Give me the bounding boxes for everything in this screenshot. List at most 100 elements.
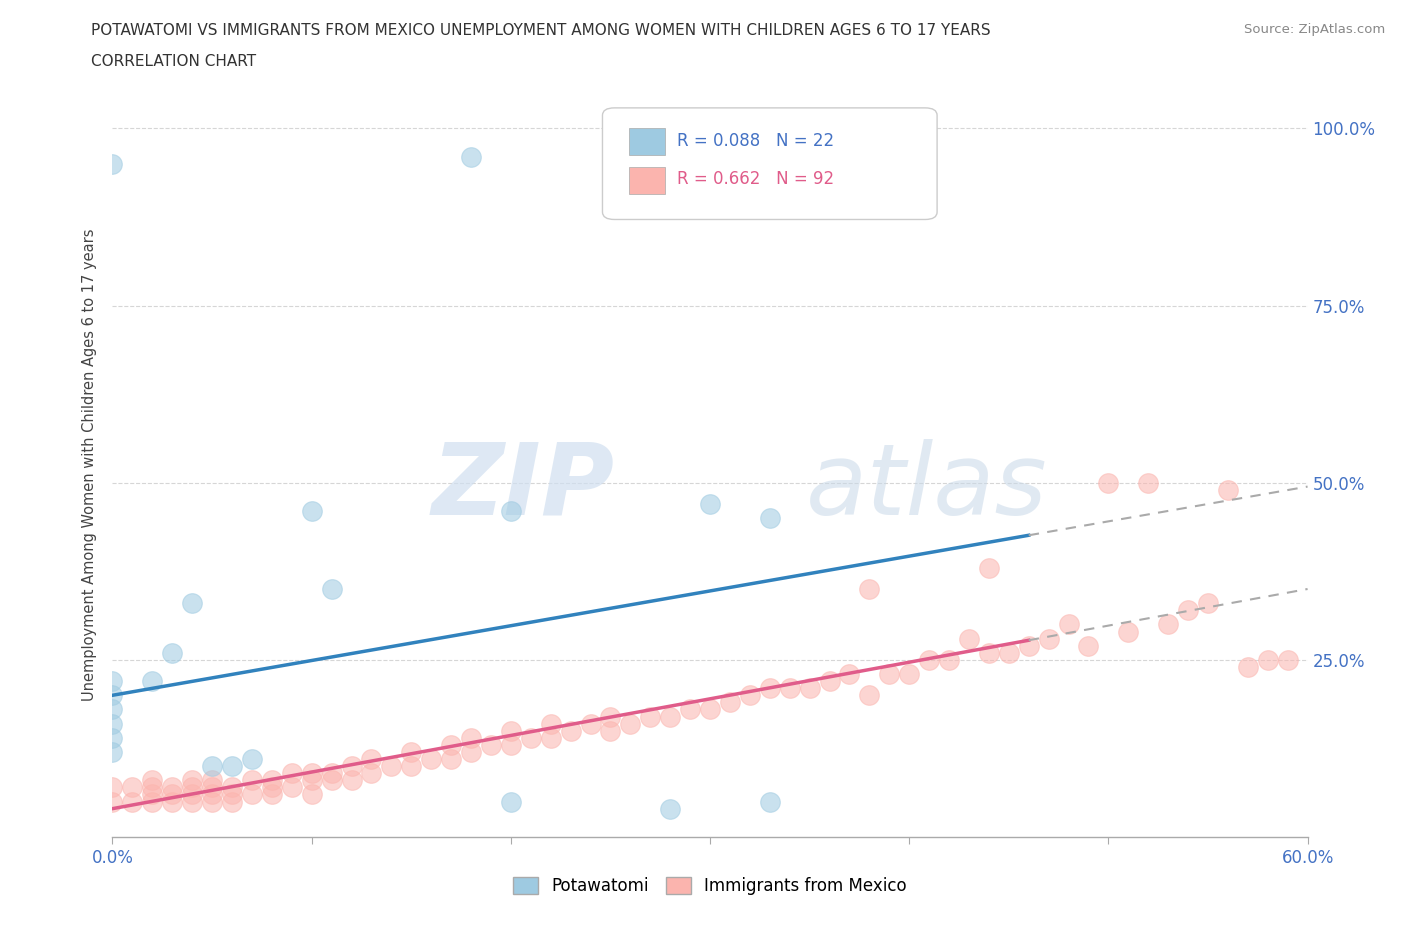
Point (957, 631, 980, 646)
Point (340, 759, 363, 774)
Point (321, 581, 343, 596)
Point (977, 645, 1000, 660)
Point (1038, 631, 1060, 646)
Point (321, 773, 343, 788)
Point (260, 780, 283, 795)
Point (640, 709, 662, 724)
Point (221, 787, 243, 802)
Text: Source: ZipAtlas.com: Source: ZipAtlas.com (1244, 23, 1385, 36)
Point (759, 794, 782, 809)
Point (181, 780, 204, 795)
Point (360, 751, 382, 766)
Point (918, 653, 941, 668)
Point (998, 645, 1021, 660)
Point (1118, 624, 1140, 639)
Bar (628, 128, 665, 154)
Point (858, 581, 880, 596)
Point (181, 773, 204, 788)
Point (1197, 596, 1219, 611)
Point (460, 150, 482, 165)
Point (759, 681, 782, 696)
Point (121, 794, 143, 809)
Point (121, 780, 143, 795)
Text: R = 0.088   N = 22: R = 0.088 N = 22 (676, 132, 834, 150)
Point (240, 751, 263, 766)
Y-axis label: Unemployment Among Women with Children Ages 6 to 17 years: Unemployment Among Women with Children A… (82, 229, 97, 701)
Point (879, 667, 901, 682)
Point (181, 787, 204, 802)
Point (260, 787, 283, 802)
Point (141, 787, 163, 802)
Point (221, 759, 243, 774)
Point (799, 681, 821, 696)
Point (1077, 638, 1099, 653)
Point (162, 645, 183, 660)
Point (1257, 653, 1279, 668)
Point (1097, 475, 1119, 490)
Point (360, 765, 382, 780)
Point (281, 765, 304, 780)
Point (101, 156, 124, 171)
Point (499, 504, 522, 519)
Point (301, 787, 323, 802)
Point (560, 724, 582, 738)
Point (699, 702, 721, 717)
Point (818, 673, 841, 688)
Point (201, 787, 224, 802)
Point (1216, 483, 1239, 498)
Point (201, 780, 224, 795)
Point (141, 794, 163, 809)
Point (420, 751, 443, 766)
Point (619, 716, 641, 731)
Point (240, 773, 263, 788)
Point (1277, 653, 1299, 668)
Point (779, 681, 801, 696)
Point (340, 773, 363, 788)
Point (281, 780, 304, 795)
Point (141, 780, 163, 795)
Point (579, 716, 602, 731)
FancyBboxPatch shape (603, 108, 938, 219)
Point (1177, 603, 1199, 618)
Text: ZIP: ZIP (432, 439, 614, 536)
Point (599, 709, 621, 724)
Point (659, 709, 682, 724)
Bar (628, 167, 665, 194)
Point (101, 702, 124, 717)
Text: CORRELATION CHART: CORRELATION CHART (91, 54, 256, 69)
Point (858, 688, 880, 703)
Point (718, 695, 741, 710)
Point (440, 751, 463, 766)
Point (659, 802, 682, 817)
Point (499, 724, 522, 738)
Point (380, 759, 402, 774)
Legend: Potawatomi, Immigrants from Mexico: Potawatomi, Immigrants from Mexico (505, 869, 915, 903)
Point (938, 653, 960, 668)
Point (540, 730, 562, 745)
Point (679, 702, 702, 717)
Point (301, 773, 323, 788)
Point (321, 765, 343, 780)
Point (201, 759, 224, 774)
Point (221, 794, 243, 809)
Point (181, 596, 204, 611)
Point (838, 667, 860, 682)
Point (738, 688, 761, 703)
Point (1237, 659, 1260, 674)
Point (240, 787, 263, 802)
Point (101, 673, 124, 688)
Point (201, 794, 224, 809)
Point (440, 737, 463, 752)
Point (162, 780, 183, 795)
Point (599, 724, 621, 738)
Point (301, 765, 323, 780)
Text: atlas: atlas (806, 439, 1047, 536)
Point (1018, 638, 1040, 653)
Point (499, 794, 522, 809)
Text: POTAWATOMI VS IMMIGRANTS FROM MEXICO UNEMPLOYMENT AMONG WOMEN WITH CHILDREN AGES: POTAWATOMI VS IMMIGRANTS FROM MEXICO UNE… (91, 23, 991, 38)
Point (1137, 475, 1160, 490)
Point (401, 759, 423, 774)
Point (699, 497, 721, 512)
Point (479, 737, 502, 752)
Point (520, 730, 543, 745)
